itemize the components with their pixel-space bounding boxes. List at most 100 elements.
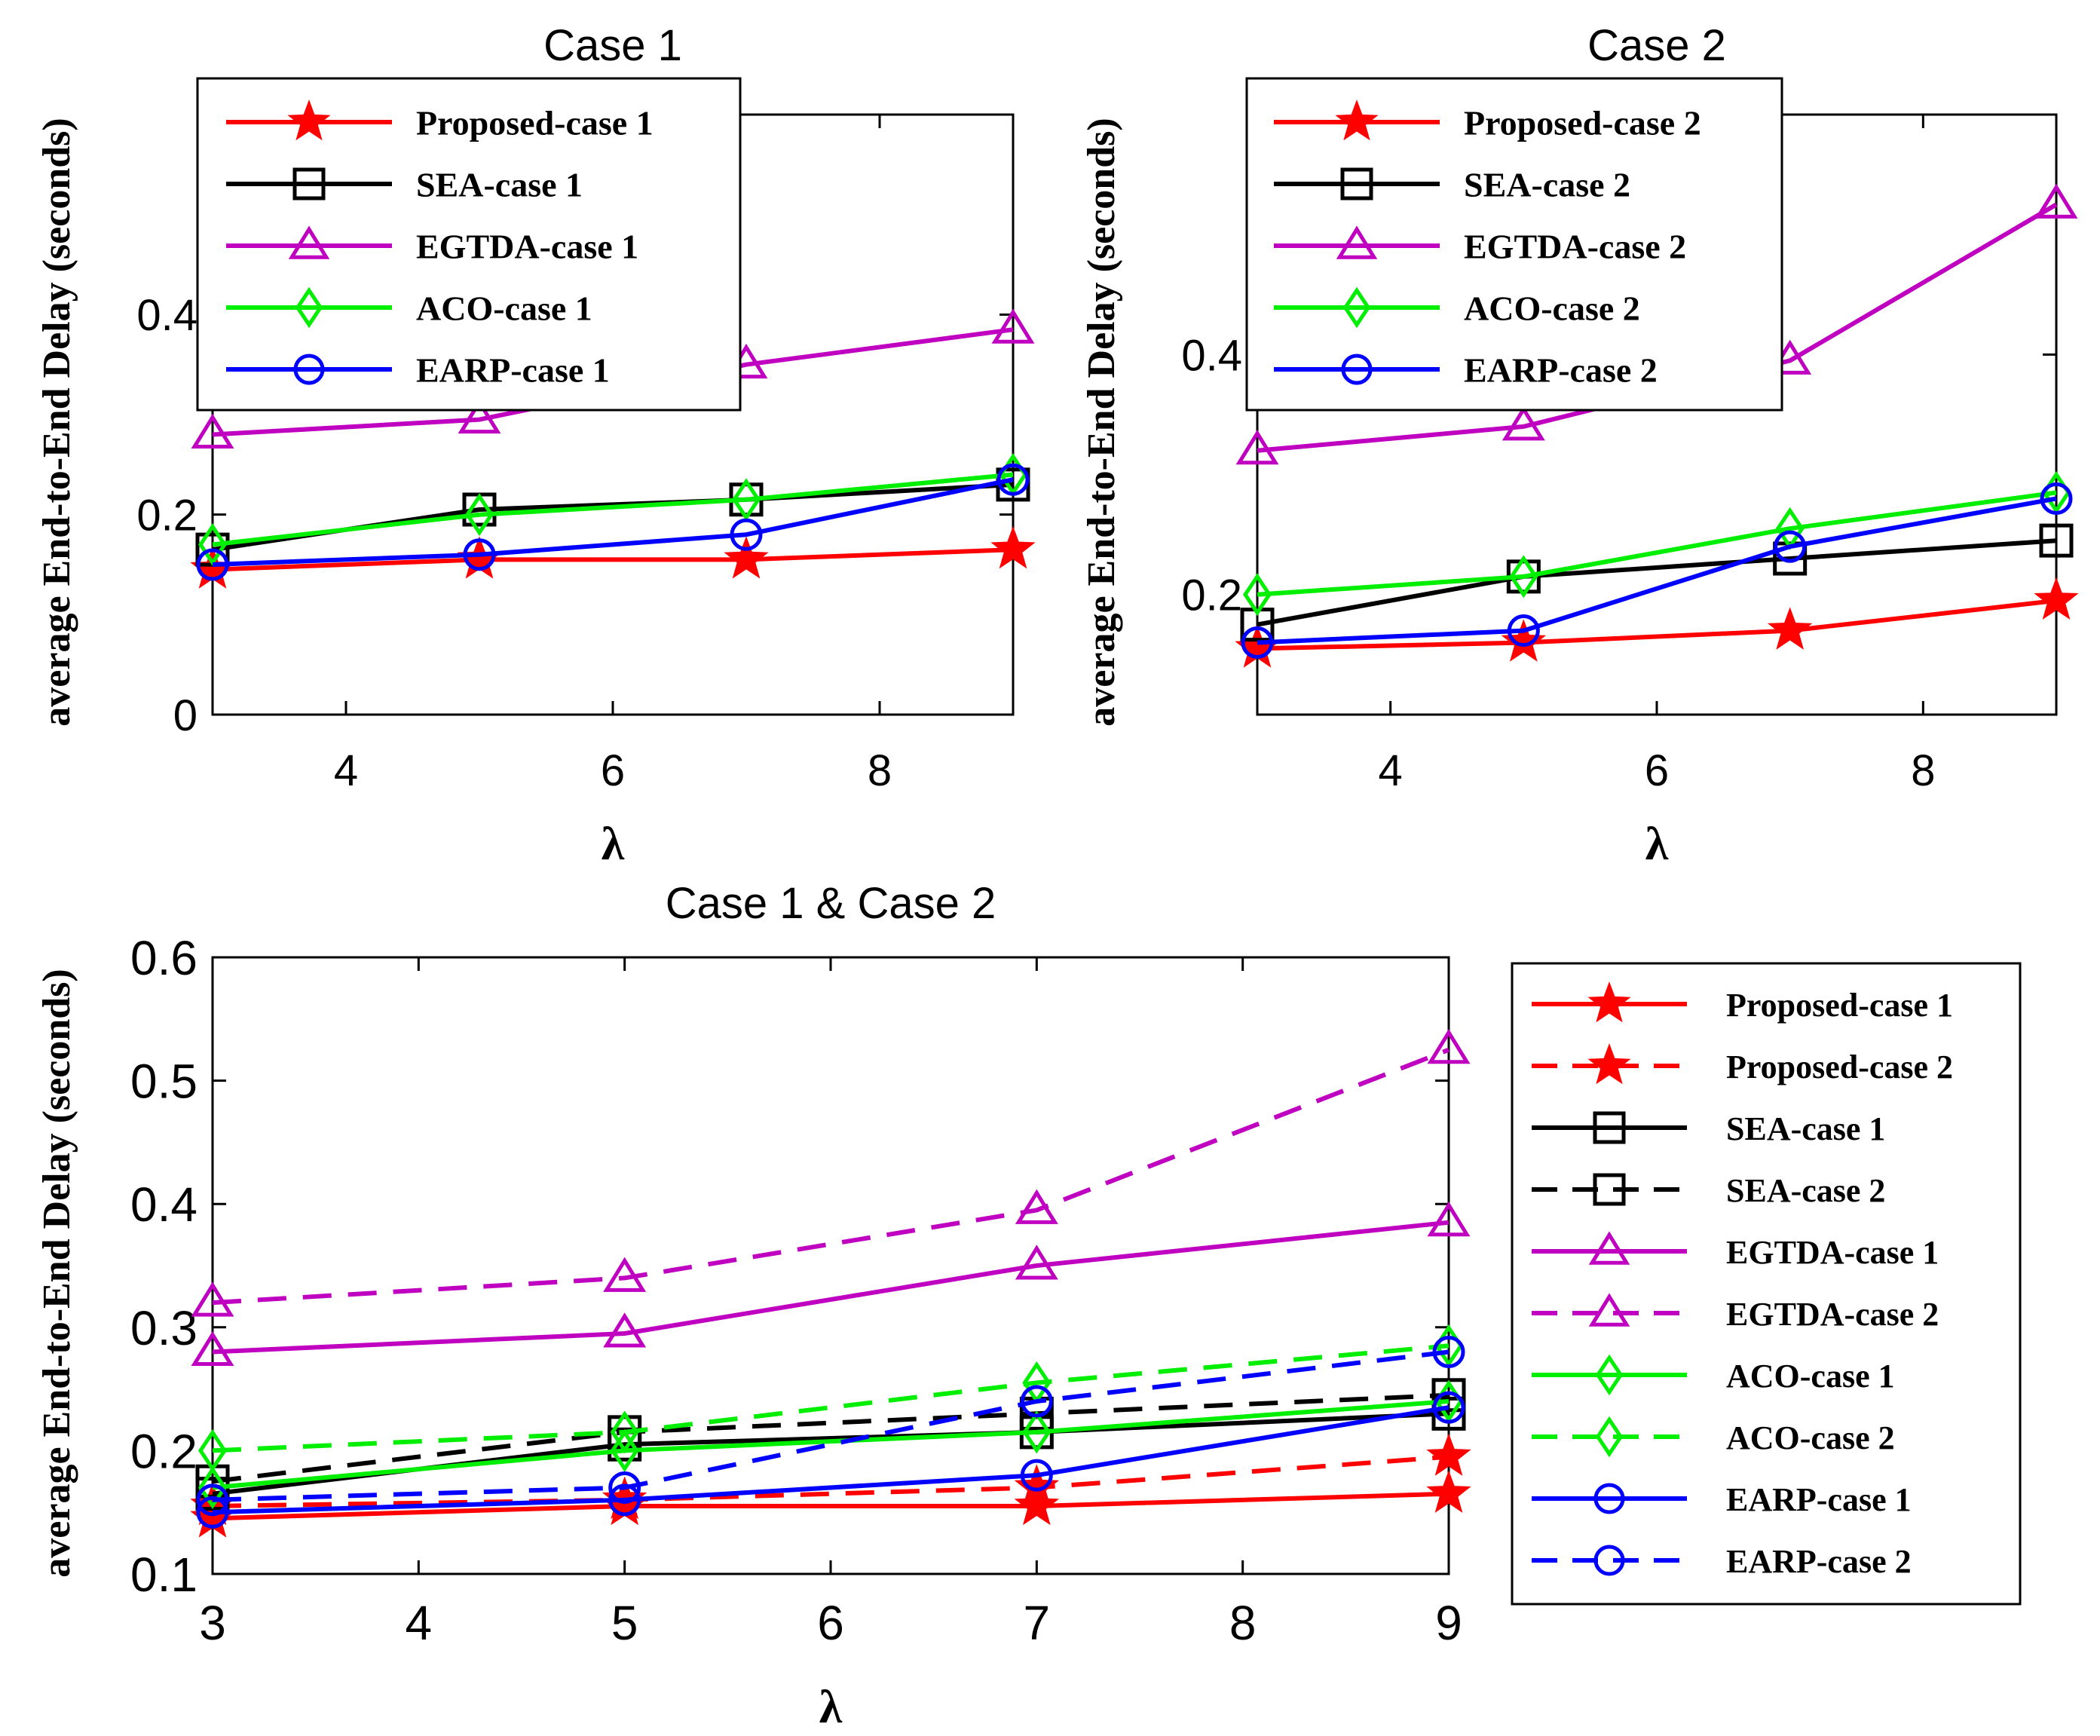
x-axis-label: λ [1645,819,1669,870]
data-point-sea-case-2 [1506,559,1541,594]
legend-label-aco-case-2: ACO-case 2 [1464,289,1640,328]
chart-case-1: 4 6 8 0 0.2 0.4 Case 1 λ average End-to-End Dela… [35,21,1036,870]
series-line-aco-case-2 [1257,490,2057,597]
x-tick-label: 4 [1379,746,1403,795]
legend-label-earp-case-1: EARP-case 1 [416,351,610,390]
series-group [1235,183,2079,668]
data-point-egtda-case-1 [458,398,501,434]
legend-label-sea-case-2: SEA-case 2 [1726,1172,1885,1209]
y-tick-label: 0 [173,691,197,740]
legend-label-egtda-case-2: EGTDA-case 2 [1464,228,1686,266]
series-line-egtda-case-1 [212,1220,1449,1355]
y-tick-label: 0.2 [1181,571,1242,620]
x-tick-label: 5 [611,1596,638,1650]
legend-marker-egtda-case-2 [1336,225,1378,259]
y-tick-label: 0.4 [130,1177,197,1232]
legend-label-egtda-case-1: EGTDA-case 1 [1726,1234,1939,1271]
series-group [190,1028,1471,1538]
legend-label-proposed-case-2: Proposed-case 2 [1464,104,1701,142]
legend-label-aco-case-1: ACO-case 1 [1726,1358,1895,1395]
data-point-aco-case-1 [1022,1410,1052,1454]
data-point-sea-case-1 [1019,1415,1054,1450]
data-point-sea-case-2 [2039,523,2074,558]
series-line-sea-case-2 [212,1392,1449,1484]
data-point-egtda-case-2 [1235,429,1279,465]
data-point-earp-case-2 [196,1483,229,1517]
data-point-earp-case-2 [1020,1385,1053,1418]
chart-title: Case 1 & Case 2 [666,879,996,928]
y-tick-label: 0.2 [136,491,197,540]
data-point-proposed-case-1 [1426,1470,1471,1513]
legend-marker-proposed-case-2 [1335,100,1379,141]
series-line-aco-case-1 [212,472,1014,547]
data-point-egtda-case-1 [1427,1201,1471,1237]
chart-title: Case 1 [543,21,682,70]
legend-marker-egtda-case-1 [1588,1231,1630,1265]
y-axis-label: average End-to-End Delay (seconds) [35,118,78,726]
legend-marker-proposed-case-1 [287,100,331,141]
data-point-egtda-case-1 [1015,1245,1058,1280]
x-tick-label: 6 [817,1596,844,1650]
data-point-egtda-case-2 [2034,183,2078,219]
series-line-proposed-case-1 [212,547,1014,572]
series-line-earp-case-1 [212,477,1014,567]
legend-marker-egtda-case-1 [288,225,330,259]
legend-marker-sea-case-2 [1593,1173,1626,1206]
series-line-proposed-case-2 [212,1454,1449,1508]
legend-label-earp-case-2: EARP-case 2 [1726,1543,1912,1580]
data-point-egtda-case-2 [191,1281,234,1317]
chart-title: Case 2 [1587,21,1726,70]
data-point-sea-case-1 [996,467,1030,502]
data-point-egtda-case-1 [191,413,234,449]
data-point-proposed-case-2 [2034,577,2079,620]
data-point-egtda-case-2 [1502,406,1545,441]
y-tick-label: 0.6 [130,931,197,985]
series-line-proposed-case-2 [1257,598,2057,651]
data-point-egtda-case-2 [1427,1028,1471,1064]
series-line-earp-case-1 [212,1405,1449,1515]
chart-case-1-and-case-2: 3 4 5 6 7 8 9 0.1 0.2 0.3 0.4 0.5 0.6 Case 1 & Case 2… [35,879,2022,1733]
legend-marker-earp-case-1 [1593,1483,1625,1514]
data-point-earp-case-1 [196,548,229,581]
data-point-earp-case-2 [2040,482,2073,515]
legend-marker-aco-case-2 [1595,1416,1624,1458]
legend-label-sea-case-1: SEA-case 1 [1726,1110,1885,1147]
series-line-aco-case-2 [212,1343,1449,1453]
y-tick-label: 0.3 [130,1301,197,1355]
legend-label-sea-case-1: SEA-case 1 [416,166,583,204]
y-tick-label: 0.4 [136,291,197,340]
y-tick-label: 0.4 [1181,331,1242,380]
data-point-sea-case-1 [1431,1396,1466,1431]
data-point-earp-case-1 [730,518,763,551]
legend-marker-sea-case-2 [1340,167,1373,201]
data-point-proposed-case-2 [1767,607,1813,650]
legend-label-egtda-case-1: EGTDA-case 1 [416,228,638,266]
data-point-aco-case-1 [464,493,494,537]
plot-area [211,956,1450,1575]
legend-label-proposed-case-1: Proposed-case 1 [416,104,654,142]
data-point-egtda-case-2 [1015,1189,1058,1224]
data-point-earp-case-2 [1507,614,1540,648]
data-point-earp-case-2 [1241,626,1274,659]
data-point-aco-case-2 [610,1410,639,1454]
x-tick-label: 8 [868,746,892,795]
data-point-aco-case-2 [1242,573,1272,617]
x-tick-label: 6 [1645,746,1669,795]
legend: Proposed-case 2 SEA-case 2 EGTDA-case 2 ACO… [1245,77,1783,412]
legend-marker-proposed-case-1 [1587,981,1631,1023]
legend-label-aco-case-1: ACO-case 1 [416,289,592,328]
y-tick-label: 0.2 [130,1424,197,1478]
series-line-egtda-case-2 [212,1047,1450,1306]
x-tick-label: 4 [406,1596,433,1650]
legend-marker-sea-case-1 [1593,1111,1626,1144]
chart-case-2: 4 6 8 0.2 0.4 Case 2 λ average End-to-End Delay… [1080,21,2079,870]
legend-label-earp-case-2: EARP-case 2 [1464,351,1658,390]
x-axis-label: λ [602,819,625,870]
series-group [190,308,1036,589]
legend: Proposed-case 1 SEA-case 1 EGTDA-case 1 ACO… [196,77,742,412]
x-tick-label: 6 [601,746,625,795]
legend-label-proposed-case-2: Proposed-case 2 [1726,1049,1953,1085]
data-point-aco-case-2 [1509,555,1538,599]
legend-label-sea-case-2: SEA-case 2 [1464,166,1630,204]
legend-marker-aco-case-1 [295,286,323,329]
